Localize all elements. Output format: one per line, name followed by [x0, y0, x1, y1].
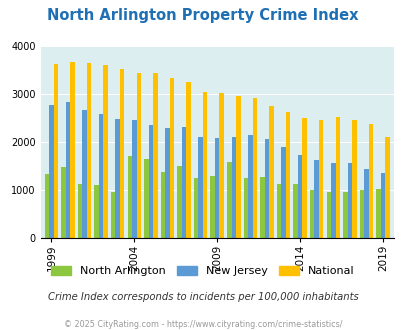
Bar [384, 137, 389, 238]
Bar [132, 120, 136, 238]
Bar [194, 178, 198, 238]
Bar [169, 78, 174, 238]
Bar [53, 64, 58, 238]
Bar [342, 192, 347, 238]
Bar [285, 112, 290, 238]
Bar [219, 93, 224, 238]
Bar [335, 117, 339, 238]
Bar [66, 102, 70, 238]
Bar [210, 176, 214, 238]
Bar [269, 106, 273, 238]
Bar [293, 183, 297, 238]
Bar [119, 69, 124, 238]
Bar [148, 125, 153, 238]
Text: North Arlington Property Crime Index: North Arlington Property Crime Index [47, 8, 358, 23]
Bar [181, 127, 186, 238]
Bar [264, 139, 269, 238]
Bar [103, 65, 108, 238]
Bar [276, 183, 281, 238]
Bar [297, 155, 302, 238]
Bar [375, 189, 380, 238]
Bar [202, 92, 207, 238]
Bar [94, 185, 99, 238]
Bar [281, 147, 285, 238]
Bar [351, 120, 356, 238]
Bar [136, 73, 141, 238]
Bar [231, 137, 235, 238]
Text: © 2025 CityRating.com - https://www.cityrating.com/crime-statistics/: © 2025 CityRating.com - https://www.city… [64, 320, 341, 329]
Bar [314, 160, 318, 238]
Bar [70, 62, 75, 238]
Bar [82, 110, 87, 238]
Bar [318, 120, 323, 238]
Bar [347, 163, 351, 238]
Bar [235, 96, 240, 238]
Bar [87, 63, 91, 238]
Bar [309, 190, 314, 238]
Bar [177, 166, 181, 238]
Bar [252, 98, 256, 238]
Bar [198, 137, 202, 238]
Bar [61, 167, 66, 238]
Bar [326, 192, 330, 238]
Bar [363, 169, 368, 238]
Bar [49, 105, 53, 238]
Bar [247, 135, 252, 238]
Bar [45, 175, 49, 238]
Bar [78, 183, 82, 238]
Bar [111, 192, 115, 238]
Bar [226, 161, 231, 238]
Bar [99, 114, 103, 238]
Bar [153, 74, 157, 238]
Text: Crime Index corresponds to incidents per 100,000 inhabitants: Crime Index corresponds to incidents per… [47, 292, 358, 302]
Bar [160, 172, 165, 238]
Bar [368, 124, 372, 238]
Bar [243, 178, 247, 238]
Legend: North Arlington, New Jersey, National: North Arlington, New Jersey, National [47, 261, 358, 280]
Bar [115, 119, 119, 238]
Bar [186, 82, 190, 238]
Bar [214, 138, 219, 238]
Bar [165, 128, 169, 238]
Bar [260, 177, 264, 238]
Bar [302, 118, 306, 238]
Bar [144, 159, 148, 238]
Bar [127, 156, 132, 238]
Bar [330, 163, 335, 238]
Bar [380, 173, 384, 238]
Bar [359, 189, 363, 238]
